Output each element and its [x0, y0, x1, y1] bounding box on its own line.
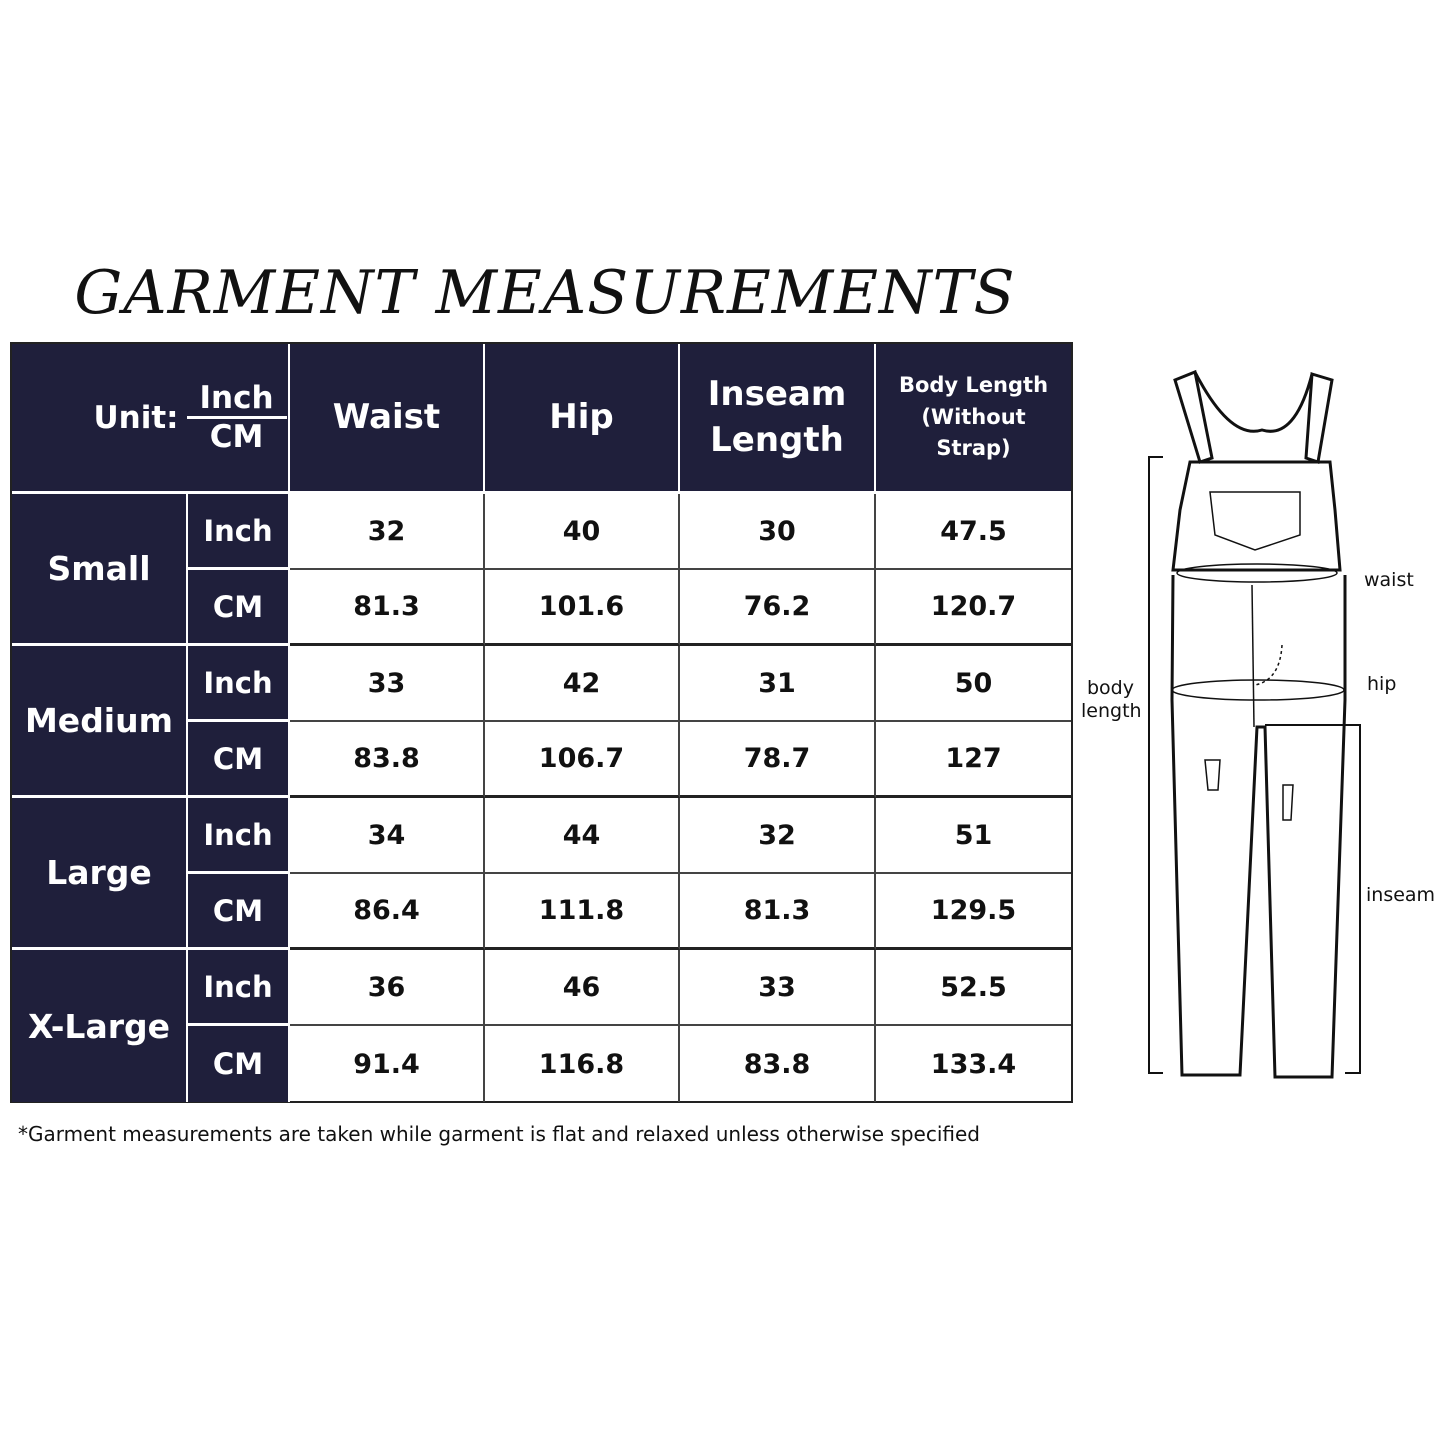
column-header-body-length: Body Length (Without Strap) — [876, 344, 1071, 494]
size-label: Small — [12, 494, 188, 646]
footnote: *Garment measurements are taken while ga… — [18, 1122, 981, 1146]
value-cell-hip: 111.8 — [485, 874, 680, 950]
value-cell-inseam-length: 31 — [680, 646, 876, 722]
size-label: Medium — [12, 646, 188, 798]
value-cell-body-length: 50 — [876, 646, 1071, 722]
value-cell-waist: 91.4 — [290, 1026, 485, 1102]
value-cell-waist: 33 — [290, 646, 485, 722]
value-cell-hip: 101.6 — [485, 570, 680, 646]
value-cell-body-length: 133.4 — [930, 1048, 1017, 1080]
value-cell-inseam-length: 76.2 — [680, 570, 876, 646]
measurement-brackets — [1148, 456, 1361, 1074]
unit-inch: Inch — [199, 380, 274, 416]
value-cell-inseam-length: 32 — [680, 798, 876, 874]
value-cell-waist: 86.4 — [290, 874, 485, 950]
body-length-label-2: length — [1081, 700, 1142, 722]
waist-label: waist — [1364, 569, 1414, 591]
unit-label-cm: CM — [188, 722, 290, 798]
value-cell-body-length: 51 — [876, 798, 1071, 874]
unit-label-inch: Inch — [188, 798, 290, 874]
unit-label: Unit: — [93, 399, 179, 436]
size-chart-table: Unit: Inch CM Waist Hip Inseam Length Body … — [10, 342, 1073, 1103]
column-header-waist: Waist — [290, 344, 485, 494]
size-label: Large — [12, 798, 188, 950]
body-length-label-1: body — [1087, 677, 1134, 699]
unit-label-inch: Inch — [188, 950, 290, 1026]
unit-header: Unit: Inch CM — [12, 344, 290, 494]
value-cell-hip: 116.8 — [485, 1026, 680, 1102]
overalls-diagram — [1148, 369, 1361, 1079]
value-cell-body-length: 129.5 — [876, 874, 1071, 950]
column-header-inseam-length: Inseam Length — [680, 344, 876, 494]
page-title: GARMENT MEASUREMENTS — [74, 258, 1016, 328]
value-cell-waist: 36 — [290, 950, 485, 1026]
column-header-hip: Hip — [485, 344, 680, 494]
value-cell-inseam-length: 83.8 — [680, 1026, 876, 1102]
value-cell-inseam-length: 33 — [680, 950, 876, 1026]
value-cell-hip: 40 — [485, 494, 680, 570]
value-cell-waist: 83.8 — [290, 722, 485, 798]
value-cell-inseam-length: 81.3 — [680, 874, 876, 950]
value-cell-body-length: 127 — [876, 722, 1071, 798]
value-cell-body-length: 47.5 — [876, 494, 1071, 570]
value-cell-waist: 34 — [290, 798, 485, 874]
inseam-label: inseam — [1366, 884, 1436, 906]
unit-label-cm: CM — [188, 874, 290, 950]
value-cell-inseam-length: 78.7 — [680, 722, 876, 798]
value-cell-body-length: 120.7 — [876, 570, 1071, 646]
value-cell-hip: 42 — [485, 646, 680, 722]
unit-label-cm: CM — [188, 570, 290, 646]
value-cell-inseam-length: 30 — [680, 494, 876, 570]
value-cell-waist: 81.3 — [290, 570, 485, 646]
unit-label-inch: Inch — [188, 494, 290, 570]
size-label: X-Large — [12, 950, 188, 1102]
overalls-illustration — [1170, 369, 1347, 1079]
unit-label-cm: CM — [188, 1026, 290, 1102]
value-cell-body-length: 52.5 — [876, 950, 1071, 1026]
unit-cm: CM — [209, 419, 264, 455]
value-cell-hip: 44 — [485, 798, 680, 874]
hip-label: hip — [1367, 673, 1397, 695]
value-cell-hip: 106.7 — [485, 722, 680, 798]
unit-label-inch: Inch — [188, 646, 290, 722]
value-cell-waist: 32 — [290, 494, 485, 570]
value-cell-hip: 46 — [485, 950, 680, 1026]
